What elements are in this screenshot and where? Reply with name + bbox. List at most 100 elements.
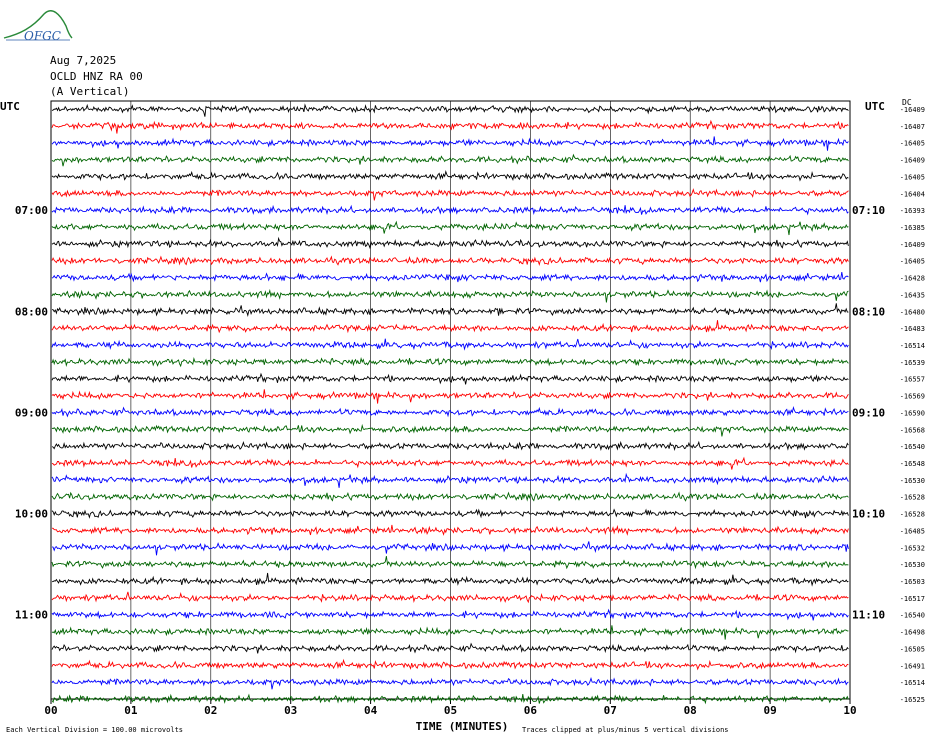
seismic-trace (51, 676, 849, 690)
seismic-trace (51, 119, 849, 134)
seismic-trace (51, 372, 849, 385)
seismic-trace (51, 188, 849, 201)
seismic-trace (51, 405, 849, 418)
ofgc-logo: OFGC (3, 10, 73, 43)
seismic-trace (51, 271, 849, 283)
dc-offset-label: -16485 (900, 527, 925, 535)
right-hour-label: 09:10 (852, 406, 885, 419)
scale-note: Each Vertical Division = 100.00 microvol… (6, 726, 183, 734)
right-hour-label: 11:10 (852, 609, 885, 622)
left-hour-label: 07:00 (15, 204, 48, 217)
seismic-trace (51, 303, 849, 317)
seismic-trace (51, 153, 849, 167)
seismic-trace (51, 572, 849, 587)
seismic-trace (51, 508, 849, 519)
seismic-trace (51, 625, 849, 640)
clip-note: Traces clipped at plus/minus 5 vertical … (522, 726, 729, 734)
seismic-trace (51, 255, 849, 267)
dc-offset-label: -16409 (900, 106, 925, 114)
dc-offset-label: -16483 (900, 325, 925, 333)
x-tick-label: 02 (204, 704, 217, 717)
right-utc-label: UTC (865, 100, 885, 113)
dc-offset-label: -16393 (900, 207, 925, 215)
seismic-trace (51, 491, 849, 502)
dc-offset-label: -16503 (900, 578, 925, 586)
dc-offset-label: -16409 (900, 157, 925, 165)
dc-offset-label: -16385 (900, 224, 925, 232)
dc-offset-label: -16505 (900, 645, 925, 653)
dc-offset-label: -16548 (900, 460, 925, 468)
dc-label: DC (902, 98, 912, 107)
x-tick-label: 06 (524, 704, 538, 717)
left-hour-label: 10:00 (15, 508, 48, 521)
dc-offset-label: -16528 (900, 494, 925, 502)
dc-offset-label: -16409 (900, 241, 925, 249)
x-tick-label: 03 (284, 704, 297, 717)
seismic-trace (51, 591, 849, 604)
seismic-trace (51, 642, 849, 654)
x-tick-label: 10 (843, 704, 856, 717)
x-tick-label: 09 (763, 704, 776, 717)
seismic-trace (51, 440, 849, 451)
dc-offset-label: -16405 (900, 258, 925, 266)
right-hour-label: 10:10 (852, 508, 885, 521)
seismic-trace (51, 220, 849, 236)
left-utc-label: UTC (0, 100, 20, 113)
dc-offset-label: -16514 (900, 342, 925, 350)
dc-offset-label: -16525 (900, 696, 925, 704)
seismic-trace (51, 236, 849, 250)
dc-offset-label: -16568 (900, 426, 925, 434)
dc-offset-label: -16435 (900, 291, 925, 299)
seismic-trace (51, 456, 849, 470)
seismic-trace (51, 169, 849, 182)
seismic-trace (51, 204, 849, 216)
seismic-trace (51, 338, 849, 351)
station-label: OCLD HNZ RA 00 (50, 70, 143, 83)
seismic-trace (51, 136, 849, 151)
dc-offset-label: -16405 (900, 173, 925, 181)
seismic-trace (51, 356, 849, 368)
dc-offset-label: -16532 (900, 544, 925, 552)
x-tick-label: 01 (124, 704, 138, 717)
x-tick-label: 00 (44, 704, 57, 717)
right-hour-label: 08:10 (852, 305, 885, 318)
x-tick-label: 08 (684, 704, 697, 717)
dc-offset-label: -16590 (900, 409, 925, 417)
x-tick-label: 05 (444, 704, 457, 717)
dc-offset-label: -16530 (900, 561, 925, 569)
seismic-trace (51, 288, 849, 303)
dc-offset-label: -16540 (900, 612, 925, 620)
seismic-trace (51, 524, 849, 536)
dc-offset-label: -16528 (900, 511, 925, 519)
dc-offset-label: -16407 (900, 123, 925, 131)
dc-offset-label: -16514 (900, 679, 925, 687)
seismic-trace (51, 389, 849, 404)
logo-mountain-curve (3, 10, 73, 39)
seismic-trace (51, 472, 849, 488)
dc-offset-label: -16539 (900, 359, 925, 367)
dc-offset-label: -16517 (900, 595, 925, 603)
dc-offset-label: -16480 (900, 308, 925, 316)
seismic-trace (51, 556, 849, 570)
dc-offset-label: -16557 (900, 376, 925, 384)
x-tick-label: 04 (364, 704, 378, 717)
dc-offset-label: -16540 (900, 443, 925, 451)
left-hour-label: 11:00 (15, 609, 48, 622)
left-hour-label: 08:00 (15, 305, 48, 318)
component-label: (A Vertical) (50, 85, 130, 98)
left-hour-label: 09:00 (15, 406, 48, 419)
dc-offset-label: -16404 (900, 190, 925, 198)
seismic-trace (51, 320, 849, 334)
seismic-trace (51, 423, 849, 437)
dc-offset-label: -16491 (900, 662, 925, 670)
dc-offset-label: -16498 (900, 629, 925, 637)
seismic-trace (51, 103, 849, 117)
dc-offset-label: -16405 (900, 140, 925, 148)
dc-offset-label: -16530 (900, 477, 925, 485)
x-axis-title: TIME (MINUTES) (416, 720, 509, 733)
logo-text: OFGC (24, 29, 61, 43)
seismic-trace (51, 693, 849, 705)
x-tick-label: 07 (604, 704, 617, 717)
date-label: Aug 7,2025 (50, 54, 117, 67)
